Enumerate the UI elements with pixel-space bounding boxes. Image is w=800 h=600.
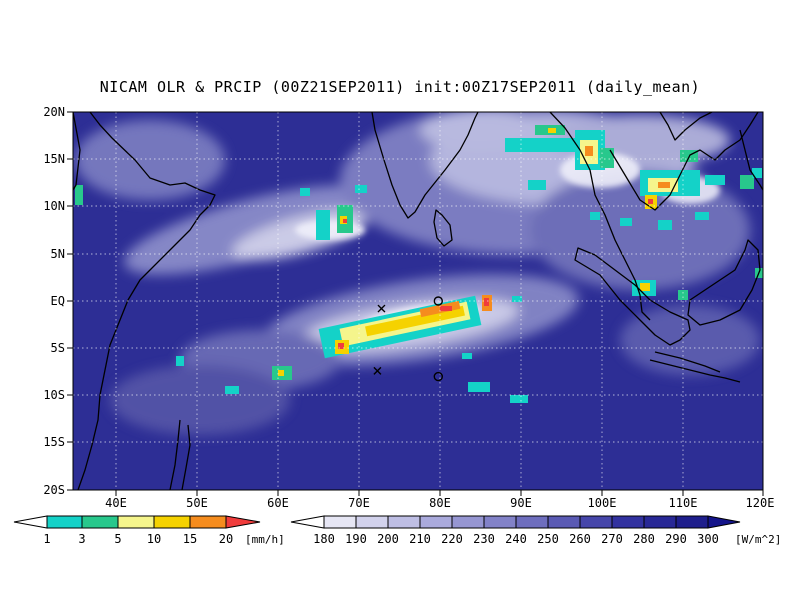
olr-bar-cell xyxy=(643,515,677,529)
precip-colorbar: 1 3 5 10 15 20 [mm/h] xyxy=(13,515,285,546)
olr-tick-label: 290 xyxy=(665,532,687,546)
olr-tick-label: 180 xyxy=(313,532,335,546)
olr-bar-cell xyxy=(323,515,357,529)
x-marker xyxy=(377,304,386,313)
olr-bar-cell xyxy=(355,515,389,529)
olr-tick-label: 190 xyxy=(345,532,367,546)
precip-bar-cell xyxy=(153,515,191,529)
olr-bar-cell xyxy=(547,515,581,529)
precip-bar-cell xyxy=(117,515,155,529)
circle-marker xyxy=(433,296,443,306)
lon-label: 100E xyxy=(588,496,617,510)
lon-label: 120E xyxy=(746,496,775,510)
precip-tick-label: 20 xyxy=(219,532,233,546)
olr-bar-cell xyxy=(451,515,485,529)
olr-bar-cell xyxy=(387,515,421,529)
map-title: NICAM OLR & PRCIP (00Z21SEP2011) init:00… xyxy=(99,78,701,96)
olr-tick-label: 300 xyxy=(697,532,719,546)
lat-label: 20S xyxy=(43,483,65,497)
olr-tick-label: 280 xyxy=(633,532,655,546)
precip-tick-label: 3 xyxy=(78,532,85,546)
lon-label: 110E xyxy=(669,496,698,510)
lat-label: 10N xyxy=(43,199,65,213)
precip-bar-cell xyxy=(81,515,119,529)
olr-tick-label: 250 xyxy=(537,532,559,546)
olr-tick-label: 260 xyxy=(569,532,591,546)
precip-tick-label: 15 xyxy=(183,532,197,546)
lon-label: 50E xyxy=(186,496,208,510)
precip-tick-label: 10 xyxy=(147,532,161,546)
axis-ticks xyxy=(67,111,764,496)
x-marker xyxy=(373,366,382,375)
olr-bar-arrow-left xyxy=(290,515,325,529)
olr-bar-cell xyxy=(611,515,645,529)
lon-label: 80E xyxy=(429,496,451,510)
lon-label: 40E xyxy=(105,496,127,510)
precip-unit: [mm/h] xyxy=(245,533,285,546)
lat-labels: 20N 15N 10N 5N EQ 5S 10S 15S 20S xyxy=(43,105,65,497)
precip-bar-arrow-right xyxy=(225,515,261,529)
lat-lon-grid xyxy=(73,112,763,490)
coastlines xyxy=(73,112,763,490)
lat-label: 5N xyxy=(51,247,65,261)
olr-tick-label: 210 xyxy=(409,532,431,546)
lon-labels: 40E 50E 60E 70E 80E 90E 100E 110E 120E xyxy=(105,496,774,510)
precip-tick-label: 5 xyxy=(114,532,121,546)
olr-bar-cell xyxy=(419,515,453,529)
lon-label: 90E xyxy=(510,496,532,510)
lat-label: EQ xyxy=(51,294,65,308)
olr-tick-label: 230 xyxy=(473,532,495,546)
olr-tick-label: 200 xyxy=(377,532,399,546)
markers xyxy=(373,296,443,382)
precip-bar-cell xyxy=(189,515,227,529)
olr-bar-arrow-right xyxy=(707,515,741,529)
olr-bar-cell xyxy=(675,515,709,529)
lat-label: 15S xyxy=(43,435,65,449)
olr-colorbar: 180 190 200 210 220 230 240 250 260 270 … xyxy=(290,515,781,546)
precip-bar-arrow-left xyxy=(13,515,48,529)
olr-tick-label: 240 xyxy=(505,532,527,546)
olr-tick-label: 220 xyxy=(441,532,463,546)
lat-label: 20N xyxy=(43,105,65,119)
precip-tick-label: 1 xyxy=(43,532,50,546)
lat-label: 10S xyxy=(43,388,65,402)
olr-bar-cell xyxy=(483,515,517,529)
precip-bar-cell xyxy=(46,515,83,529)
olr-unit: [W/m^2] xyxy=(735,533,781,546)
map-field xyxy=(73,112,763,490)
lon-label: 60E xyxy=(267,496,289,510)
olr-bar-cell xyxy=(579,515,613,529)
lon-label: 70E xyxy=(348,496,370,510)
olr-tick-label: 270 xyxy=(601,532,623,546)
lat-label: 5S xyxy=(51,341,65,355)
olr-bar-cell xyxy=(515,515,549,529)
lat-label: 15N xyxy=(43,152,65,166)
circle-marker xyxy=(433,371,443,382)
